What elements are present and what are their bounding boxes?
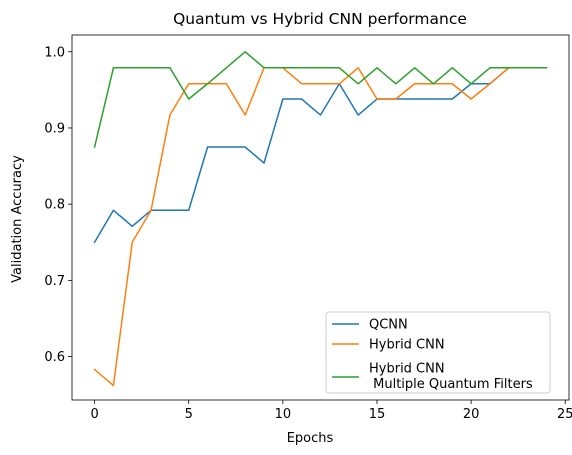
legend-label-0: QCNN (369, 318, 408, 333)
y-tick-label: 0.9 (44, 121, 65, 136)
x-tick-label: 0 (90, 407, 98, 422)
series-line-1 (93, 66, 510, 387)
y-tick-label: 0.6 (44, 350, 65, 365)
legend: QCNN Hybrid CNN Hybrid CNN Multiple Quantu… (325, 311, 551, 394)
plot-frame (71, 34, 570, 401)
legend-label-1: Hybrid CNN (369, 338, 445, 353)
x-tick-label: 20 (463, 407, 480, 422)
series-line-2 (93, 51, 548, 148)
legend-label-2: Hybrid CNN Multiple Quantum Filters (369, 362, 533, 393)
x-axis-label: Epochs (287, 431, 334, 446)
y-tick-label: 0.7 (44, 274, 65, 289)
x-tick-label: 10 (275, 407, 292, 422)
x-tick-label: 5 (185, 407, 193, 422)
chart-title: Quantum vs Hybrid CNN performance (173, 10, 467, 28)
plot-area: 0 5 10 15 20 25 0.6 0.7 0.8 0.9 1.0 (44, 34, 572, 422)
y-axis-label: Validation Accuracy (10, 155, 25, 283)
legend-box (325, 311, 551, 394)
x-tick-label: 25 (557, 407, 572, 422)
y-tick-label: 0.8 (44, 198, 65, 213)
y-tick-label: 1.0 (44, 45, 65, 60)
x-tick-label: 15 (369, 407, 386, 422)
